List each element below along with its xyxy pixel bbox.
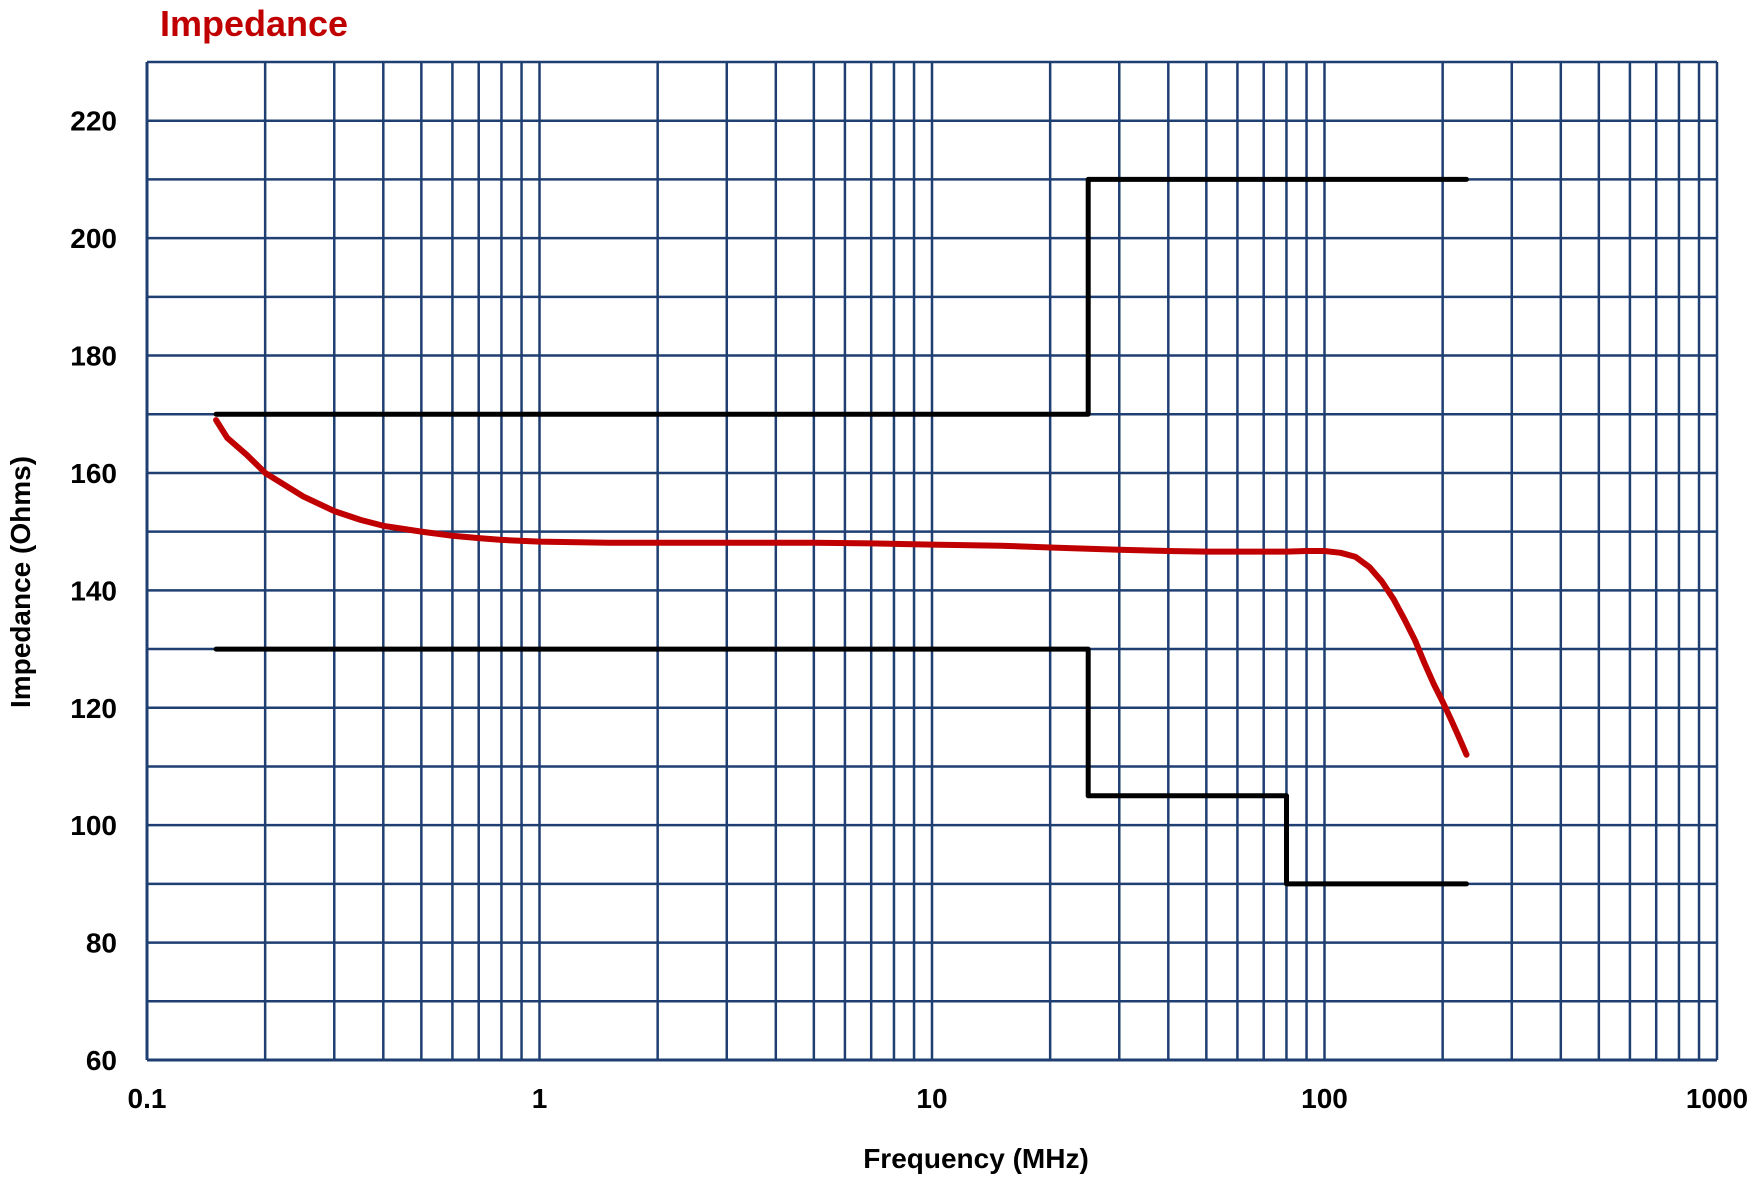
series-line-0: [213, 417, 1470, 758]
chart-title: Impedance: [160, 3, 348, 44]
y-tick-label: 120: [70, 693, 117, 724]
y-tick-label: 140: [70, 575, 117, 606]
series-line-1: [213, 176, 1469, 417]
x-axis-label: Frequency (MHz): [863, 1143, 1089, 1174]
series-line-2: [213, 646, 1469, 887]
x-tick-label: 1: [532, 1083, 548, 1114]
y-tick-label: 100: [70, 810, 117, 841]
grid: [145, 60, 1719, 1062]
y-axis-label: Impedance (Ohms): [5, 456, 36, 708]
y-tick-label: 60: [86, 1045, 117, 1076]
x-tick-label: 0.1: [128, 1083, 167, 1114]
y-tick-label: 180: [70, 341, 117, 372]
x-tick-label: 1000: [1686, 1083, 1748, 1114]
y-tick-label: 200: [70, 223, 117, 254]
x-tick-label: 100: [1301, 1083, 1348, 1114]
series: [213, 176, 1470, 887]
y-tick-label: 160: [70, 458, 117, 489]
x-tick-label: 10: [916, 1083, 947, 1114]
tick-labels: 0.1 1 10 100 1000 60 80 100 120 140 160 180 200 220: [70, 106, 1748, 1114]
y-tick-label: 220: [70, 106, 117, 137]
y-tick-label: 80: [86, 928, 117, 959]
